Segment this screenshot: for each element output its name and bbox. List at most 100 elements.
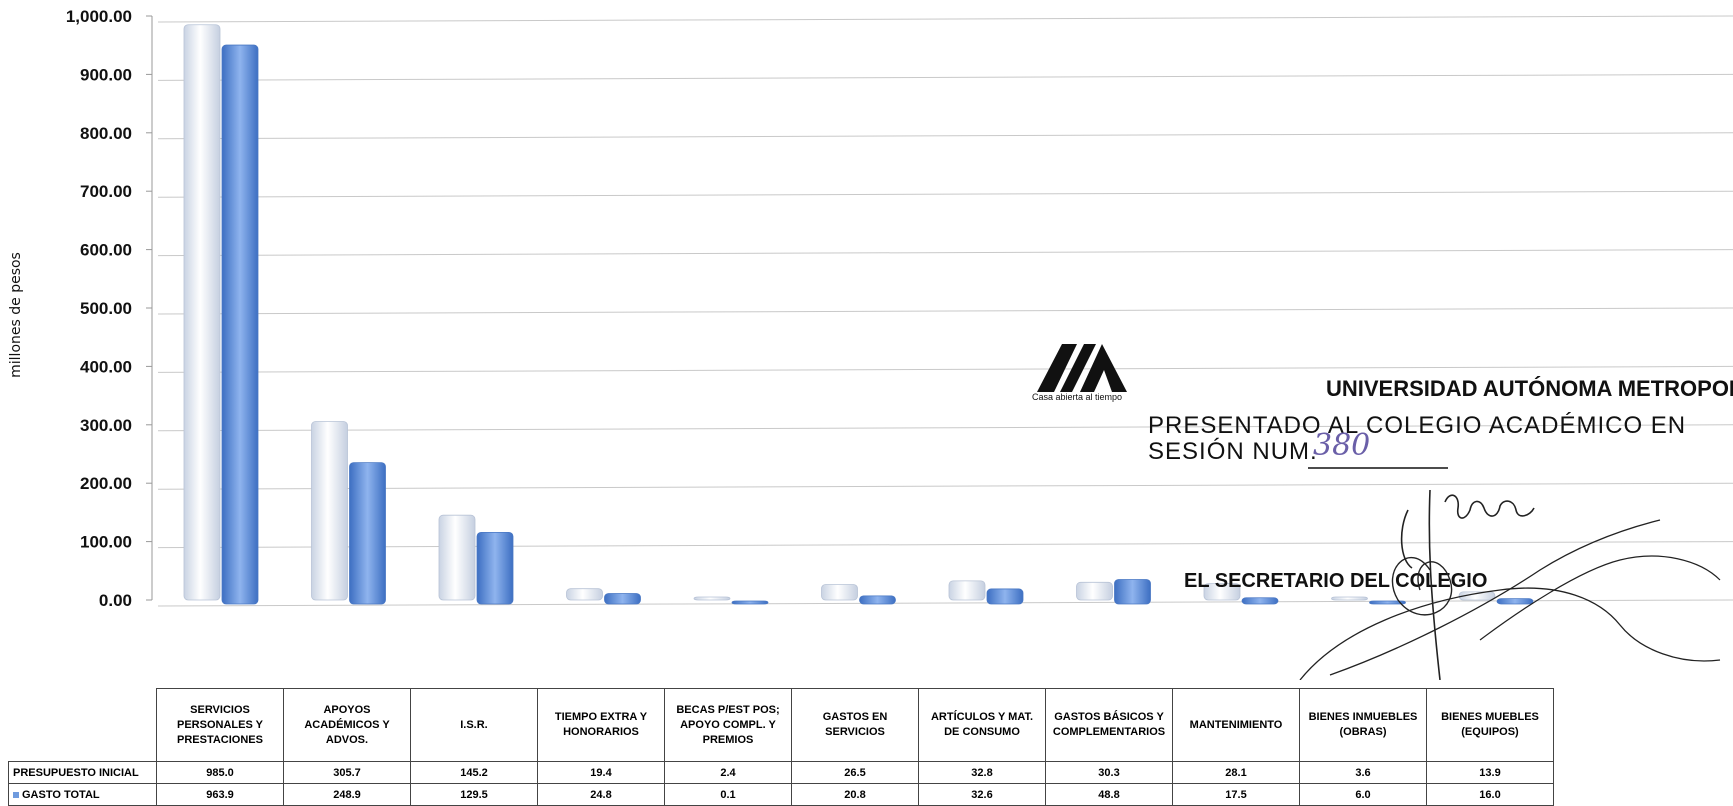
axis: 1,000.00 900.00 800.00 700.00 600.00 500.00 40… bbox=[66, 7, 153, 610]
legend-key-icon bbox=[13, 791, 19, 798]
bar-presupuesto bbox=[1203, 583, 1241, 601]
gridline bbox=[157, 73, 1733, 81]
data-label: 32.6 bbox=[918, 783, 1046, 806]
gridline bbox=[157, 541, 1733, 549]
data-label: 20.8 bbox=[791, 783, 919, 806]
data-label: 30.3 bbox=[1045, 761, 1173, 784]
bar-gasto bbox=[1241, 597, 1279, 605]
gridline bbox=[157, 307, 1733, 315]
bar-gasto bbox=[1114, 579, 1151, 605]
gridline bbox=[157, 249, 1733, 257]
category-label: I.S.R. bbox=[410, 688, 538, 762]
gridline bbox=[157, 599, 1733, 607]
signature bbox=[1299, 489, 1721, 680]
y-tick-label: 1,000.00 bbox=[66, 7, 132, 26]
data-label: 24.8 bbox=[537, 783, 665, 806]
category-label: APOYOS ACADÉMICOS Y ADVOS. bbox=[283, 688, 411, 762]
data-label: 13.9 bbox=[1426, 761, 1554, 784]
category-label: TIEMPO EXTRA Y HONORARIOS bbox=[537, 688, 665, 762]
y-tick-label: 300.00 bbox=[80, 416, 132, 435]
data-label: 2.4 bbox=[664, 761, 792, 784]
y-tick-label: 800.00 bbox=[80, 124, 132, 143]
category-label: BIENES MUEBLES (EQUIPOS) bbox=[1426, 688, 1554, 762]
gridline bbox=[157, 15, 1733, 23]
bar-presupuesto bbox=[311, 421, 348, 601]
bar-presupuesto bbox=[1076, 581, 1113, 601]
presented-text: PRESENTADO AL COLEGIO ACADÉMICO EN bbox=[1148, 412, 1687, 439]
y-tick-label: 400.00 bbox=[80, 357, 132, 376]
table-corner bbox=[9, 689, 157, 762]
bar-presupuesto bbox=[1458, 591, 1496, 601]
bar-gasto bbox=[1369, 600, 1406, 605]
bar-gasto bbox=[731, 600, 769, 605]
data-label: 305.7 bbox=[283, 761, 411, 784]
data-label: 963.9 bbox=[156, 783, 284, 806]
secretary-text: EL SECRETARIO DEL COLEGIO bbox=[1184, 570, 1488, 592]
bar-presupuesto bbox=[1331, 596, 1368, 601]
y-tick-label: 100.00 bbox=[80, 533, 132, 552]
data-label: 17.5 bbox=[1172, 783, 1300, 806]
data-table: SERVICIOS PERSONALES Y PRESTACIONES APOYO… bbox=[8, 688, 1554, 806]
bar-presupuesto bbox=[183, 24, 221, 601]
data-label: 48.8 bbox=[1045, 783, 1173, 806]
bar-gasto bbox=[349, 462, 386, 605]
data-label: 129.5 bbox=[410, 783, 538, 806]
y-tick-label: 900.00 bbox=[80, 65, 132, 84]
data-label: 16.0 bbox=[1426, 783, 1554, 806]
y-tick-label: 200.00 bbox=[80, 474, 132, 493]
series-name: GASTO TOTAL bbox=[22, 788, 100, 801]
bar-gasto bbox=[986, 588, 1024, 605]
y-tick-label: 0.00 bbox=[99, 591, 132, 610]
university-name: UNIVERSIDAD AUTÓNOMA METROPOLIT bbox=[1326, 376, 1733, 401]
bar-presupuesto bbox=[566, 588, 603, 601]
category-label: ARTÍCULOS Y MAT. DE CONSUMO bbox=[918, 688, 1046, 762]
bar-gasto bbox=[221, 44, 259, 605]
bar-gasto bbox=[476, 531, 514, 605]
session-number: 380 bbox=[1313, 428, 1371, 463]
bar-presupuesto bbox=[438, 514, 476, 601]
data-label: 3.6 bbox=[1299, 761, 1427, 784]
bar-presupuesto bbox=[948, 580, 986, 601]
y-tick-label: 600.00 bbox=[80, 241, 132, 260]
gridline bbox=[157, 365, 1733, 373]
category-label: GASTOS BÁSICOS Y COMPLEMENTARIOS bbox=[1045, 688, 1173, 762]
uam-logo bbox=[1032, 340, 1132, 400]
data-label: 32.8 bbox=[918, 761, 1046, 784]
gridlines bbox=[157, 15, 1733, 607]
session-text: SESIÓN NUM. bbox=[1148, 438, 1318, 465]
data-label: 145.2 bbox=[410, 761, 538, 784]
data-label: 19.4 bbox=[537, 761, 665, 784]
gridline bbox=[157, 190, 1733, 198]
category-label: BIENES INMUEBLES (OBRAS) bbox=[1299, 688, 1427, 762]
y-tick-label: 500.00 bbox=[80, 299, 132, 318]
series-label: PRESUPUESTO INICIAL bbox=[8, 761, 157, 784]
table-row: GASTO TOTAL 963.9 248.9 129.5 24.8 0.1 20.8 32.… bbox=[8, 783, 1554, 806]
data-label: 26.5 bbox=[791, 761, 919, 784]
data-label: 985.0 bbox=[156, 761, 284, 784]
series-label: GASTO TOTAL bbox=[8, 783, 157, 806]
bar-gasto bbox=[1496, 598, 1534, 605]
logo-motto: Casa abierta al tiempo bbox=[1032, 392, 1123, 402]
y-axis-label: millones de pesos bbox=[8, 252, 24, 378]
gridline bbox=[157, 424, 1733, 432]
bar-gasto bbox=[604, 593, 641, 605]
bar-presupuesto bbox=[693, 596, 731, 601]
bar-presupuesto bbox=[821, 584, 858, 601]
approval-stamp: UNIVERSIDAD AUTÓNOMA METROPOLIT PRESENTA… bbox=[1148, 376, 1733, 676]
category-label: MANTENIMIENTO bbox=[1172, 688, 1300, 762]
gridline bbox=[157, 482, 1733, 490]
category-label: GASTOS EN SERVICIOS bbox=[791, 688, 919, 762]
data-label: 0.1 bbox=[664, 783, 792, 806]
bar-gasto bbox=[859, 595, 896, 605]
data-label: 6.0 bbox=[1299, 783, 1427, 806]
category-label: SERVICIOS PERSONALES Y PRESTACIONES bbox=[156, 688, 284, 762]
data-label: 248.9 bbox=[283, 783, 411, 806]
category-label: BECAS P/EST POS; APOYO COMPL. Y PREMIOS bbox=[664, 688, 792, 762]
gridline bbox=[157, 132, 1733, 140]
table-row: PRESUPUESTO INICIAL 985.0 305.7 145.2 19.4 2.… bbox=[8, 761, 1554, 784]
y-tick-label: 700.00 bbox=[80, 182, 132, 201]
bars bbox=[183, 24, 1534, 605]
data-label: 28.1 bbox=[1172, 761, 1300, 784]
series-name: PRESUPUESTO INICIAL bbox=[13, 766, 139, 779]
